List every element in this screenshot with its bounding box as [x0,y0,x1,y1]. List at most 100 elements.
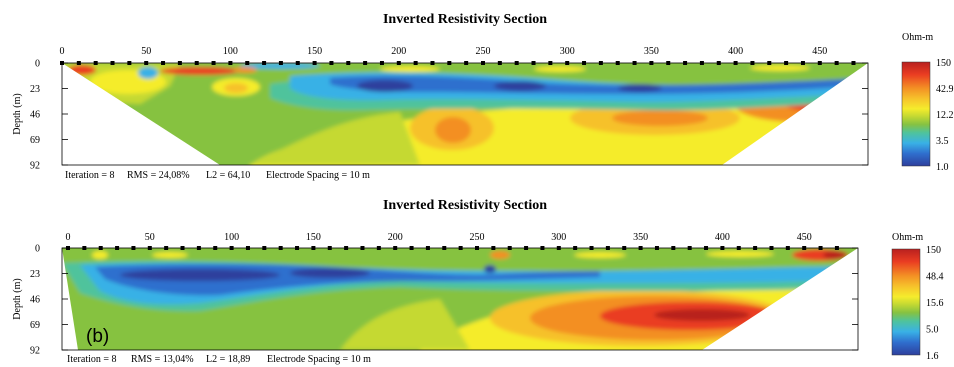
colorbar-tick-label: 12.2 [936,110,954,121]
electrode-marker [311,246,316,250]
section-a-axes: 0 50 100 150 200 250 300 350 400 450 0 23 46 69 92 [30,46,868,172]
y-tick-label: 69 [30,135,40,146]
electrode-marker [194,61,199,65]
electrode-marker [556,246,561,250]
x-tick-label: 0 [66,232,71,243]
electrode-marker [161,61,166,65]
colorbar-a-unit: Ohm-m [902,32,933,43]
y-tick-label: 69 [30,320,40,331]
x-tick-label: 400 [728,46,743,57]
electrode-marker [632,61,637,65]
field-a-orange-core-2 [612,110,708,126]
x-tick-label: 450 [812,46,827,57]
field-a-orange-surface [233,67,257,73]
y-tick-label: 0 [35,59,40,70]
electrode-marker [514,61,519,65]
field-b-yellow-surface-3 [574,252,626,258]
field-a-cyan-surface [240,63,320,69]
electrode-marker [82,246,87,250]
field-a-yellowgreen [250,112,420,165]
electrode-marker [442,246,447,250]
field-a-cyan-spot [138,67,158,79]
electrode-marker [524,246,529,250]
electrode-marker [344,246,349,250]
electrode-marker [379,61,384,65]
electrode-marker [475,246,479,250]
x-tick-label: 250 [470,232,485,243]
x-tick-label: 50 [145,232,155,243]
electrode-marker [262,246,267,250]
field-a-red-surface-1 [68,65,96,75]
electrode-marker [683,61,688,65]
electrode-marker [213,246,218,250]
electrode-marker [666,61,671,65]
field-a-dark-blue-1 [357,80,413,92]
field-a-yellow-surface-2 [534,66,586,72]
electrode-marker [409,246,414,250]
field-b-yellowgreen [340,299,470,350]
electrode-marker [720,246,725,250]
section-b-l2: L2 = 18,89 [206,354,250,365]
electrode-marker [115,246,120,250]
section-a-l2: L2 = 64,10 [206,170,250,181]
electrode-marker [753,246,758,250]
field-b-dark-blue-spot [484,265,496,273]
electrode-marker [582,61,587,65]
colorbar-a [901,61,931,167]
electrode-marker [704,246,709,250]
electrode-marker [818,246,823,250]
electrode-marker [834,246,839,250]
electrode-marker [638,246,643,250]
colorbar-b [891,248,921,356]
field-a-dark-blue-3 [618,84,662,92]
section-b-field [62,248,858,350]
field-b-yellow-surface-2 [152,252,188,258]
field-b-orange-surface [490,251,510,259]
electrode-marker [573,246,578,250]
field-b-dark-blue-2 [290,268,370,278]
section-b-spacing: Electrode Spacing = 10 m [267,354,371,365]
y-tick-label: 46 [30,295,40,306]
electrode-marker [76,61,81,65]
y-tick-label: 23 [30,269,40,280]
x-tick-label: 50 [141,46,151,57]
section-a-spacing: Electrode Spacing = 10 m [266,170,370,181]
electrode-marker [312,61,317,65]
electrode-marker [430,61,435,65]
electrode-marker [784,61,789,65]
section-a-svg: Inverted Resistivity Section [12,12,954,181]
electrode-marker [531,61,536,65]
electrode-marker [481,61,485,65]
electrode-marker [622,246,627,250]
electrode-marker [687,246,692,250]
electrode-marker [654,246,659,250]
electrode-marker [177,61,182,65]
electrode-marker [98,246,103,250]
resistivity-panel-b: Inverted Resistivity Section [0,183,954,366]
field-a-blue-band [330,75,860,94]
electrode-marker [147,246,152,250]
colorbar-tick-label: 15.6 [926,298,944,309]
electrode-marker [396,61,401,65]
electrode-marker [548,61,553,65]
x-tick-label: 150 [306,232,321,243]
field-a-red-surface-2 [160,67,240,75]
electrode-marker [497,61,502,65]
electrode-marker [540,246,545,250]
electrode-marker [817,61,822,65]
x-tick-label: 250 [476,46,491,57]
electrode-marker [507,246,512,250]
field-b-yellow-surface-4 [706,251,774,257]
electrode-marker [278,246,283,250]
colorbar-tick-label: 150 [926,245,941,256]
electrode-marker [733,61,738,65]
electrode-marker [144,61,149,65]
electrode-marker [716,61,721,65]
electrode-marker [329,61,334,65]
electrode-marker [376,246,381,250]
x-tick-label: 200 [391,46,406,57]
section-b-rms: RMS = 13,04% [131,354,194,365]
electrode-marker [228,61,233,65]
y-tick-label: 0 [35,244,40,255]
electrode-marker [802,246,807,250]
